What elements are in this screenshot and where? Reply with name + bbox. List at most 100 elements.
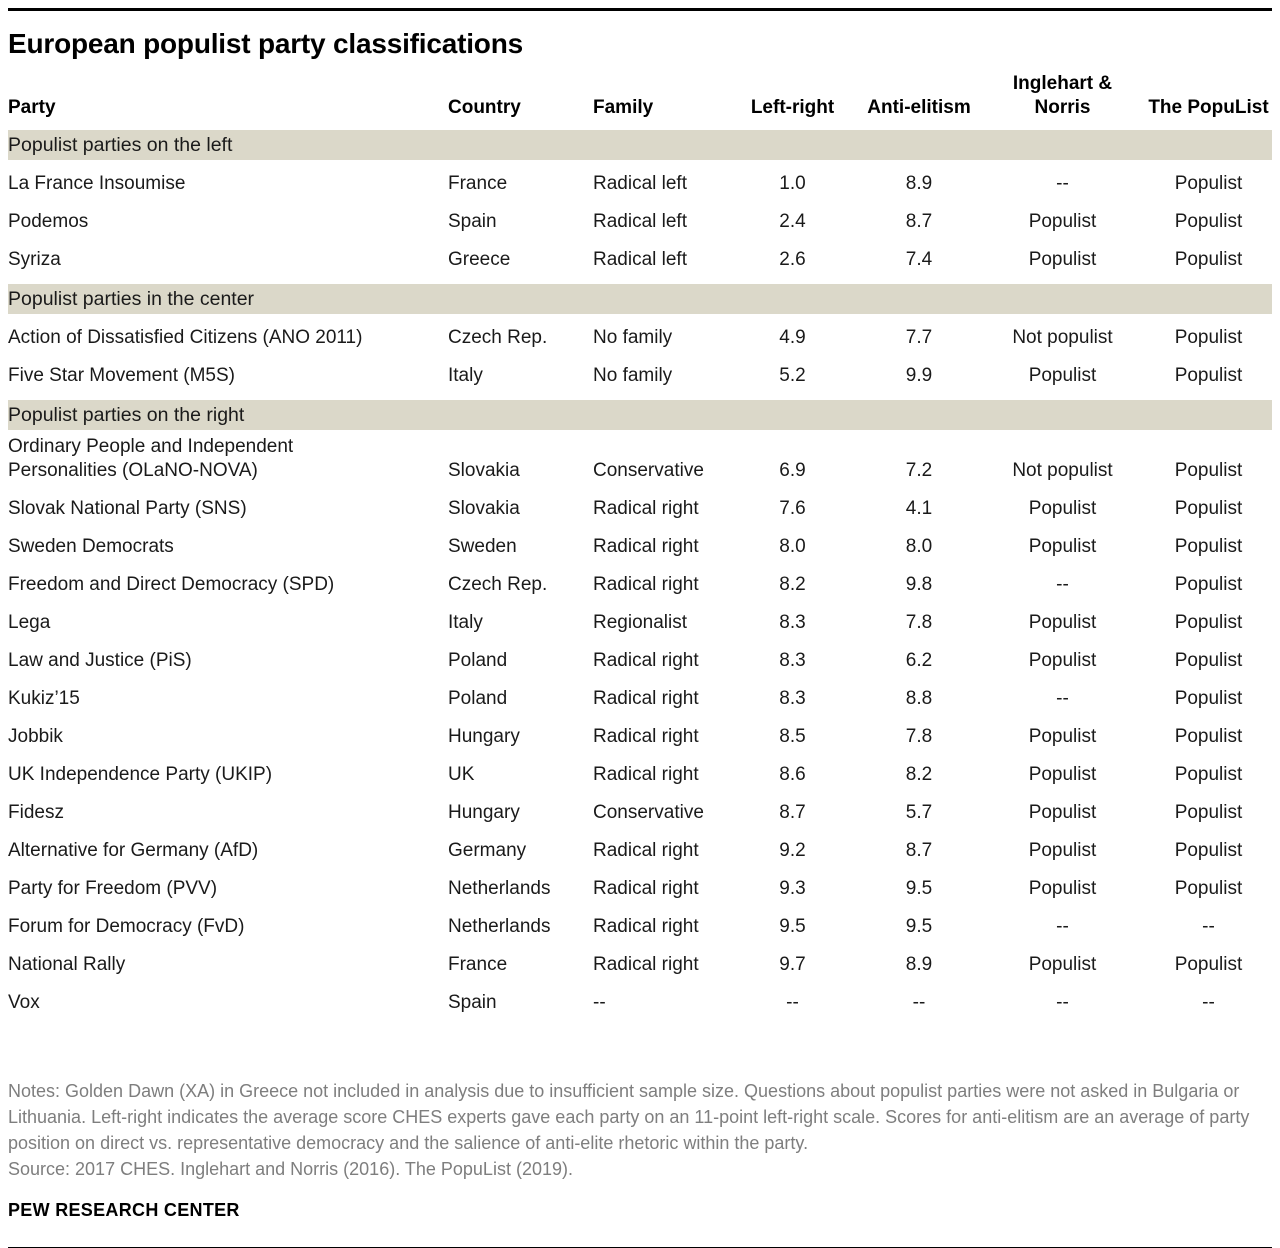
cell-anti-elitism: 7.7 (905, 327, 933, 348)
cell-party: National Rally (8, 954, 126, 975)
cell-inglehart-norris: Populist (1028, 802, 1097, 823)
section-header-row: Populist parties on the right (8, 400, 1272, 430)
cell-family: Radical right (593, 574, 699, 595)
table-row: La France Insoumise France Radical left 1.0… (8, 165, 1272, 203)
cell-left-right: 8.2 (779, 574, 806, 595)
cell-anti-elitism: 7.8 (905, 726, 933, 747)
cell-anti-elitism: 9.8 (905, 574, 933, 595)
cell-the-populist: Populist (1174, 878, 1243, 899)
cell-left-right: 8.7 (779, 802, 806, 823)
cell-left-right: 6.9 (779, 460, 806, 481)
cell-inglehart-norris: Populist (1028, 536, 1097, 557)
cell-the-populist: Populist (1174, 802, 1243, 823)
cell-inglehart-norris: -- (1056, 574, 1069, 595)
cell-family: Radical right (593, 498, 699, 519)
cell-the-populist: Populist (1174, 726, 1243, 747)
table-row: Ordinary People and Independent Personal… (8, 435, 1272, 490)
table-body: Populist parties on the left La France In… (8, 130, 1272, 1022)
cell-country: Slovakia (448, 498, 520, 519)
cell-country: Poland (448, 650, 508, 671)
cell-party: Alternative for Germany (AfD) (8, 840, 259, 861)
cell-country: Czech Rep. (448, 574, 548, 595)
cell-left-right: 7.6 (779, 498, 806, 519)
cell-family: Regionalist (593, 612, 687, 633)
cell-left-right: -- (786, 992, 799, 1013)
cell-party: Five Star Movement (M5S) (8, 365, 235, 386)
cell-inglehart-norris: Not populist (1012, 327, 1113, 348)
cell-party: Sweden Democrats (8, 536, 174, 557)
cell-inglehart-norris: -- (1056, 688, 1069, 709)
column-header-the-populist: The PopuList (1148, 97, 1269, 118)
section-header-row: Populist parties in the center (8, 284, 1272, 314)
table-row: Sweden Democrats Sweden Radical right 8.0 8.… (8, 528, 1272, 566)
cell-the-populist: Populist (1174, 612, 1243, 633)
cell-the-populist: Populist (1174, 688, 1243, 709)
cell-country: Netherlands (448, 916, 551, 937)
cell-family: Radical left (593, 173, 687, 194)
cell-left-right: 8.0 (779, 536, 806, 557)
cell-the-populist: Populist (1174, 365, 1243, 386)
cell-inglehart-norris: Populist (1028, 612, 1097, 633)
cell-party: Action of Dissatisfied Citizens (ANO 201… (8, 327, 363, 348)
cell-the-populist: Populist (1174, 498, 1243, 519)
cell-party: Slovak National Party (SNS) (8, 498, 247, 519)
cell-left-right: 2.4 (779, 211, 806, 232)
cell-family: Radical right (593, 840, 699, 861)
cell-inglehart-norris: -- (1056, 173, 1069, 194)
table-row: Law and Justice (PiS) Poland Radical right… (8, 642, 1272, 680)
cell-left-right: 8.3 (779, 650, 806, 671)
section-label: Populist parties on the left (8, 134, 233, 156)
table-row: Podemos Spain Radical left 2.4 8.7 Populist Po… (8, 203, 1272, 241)
cell-left-right: 2.6 (779, 249, 806, 270)
cell-country: Hungary (448, 802, 520, 823)
notes-text: Notes: Golden Dawn (XA) in Greece not in… (8, 1081, 1250, 1153)
cell-family: Conservative (593, 460, 704, 481)
cell-country: Slovakia (448, 460, 520, 481)
cell-party: Law and Justice (PiS) (8, 650, 192, 671)
cell-family: Radical right (593, 688, 699, 709)
column-header-family: Family (593, 97, 654, 118)
table-row: National Rally France Radical right 9.7 8.9 P… (8, 946, 1272, 984)
cell-the-populist: Populist (1174, 650, 1243, 671)
cell-the-populist: Populist (1174, 840, 1243, 861)
classification-table: Party Country Family Left-right Anti-eli… (8, 71, 1272, 1022)
cell-country: Spain (448, 992, 497, 1013)
cell-party: La France Insoumise (8, 173, 186, 194)
table-row: Alternative for Germany (AfD) Germany Radi… (8, 832, 1272, 870)
table-row: Syriza Greece Radical left 2.6 7.4 Populist Po… (8, 241, 1272, 279)
cell-left-right: 8.5 (779, 726, 806, 747)
cell-the-populist: Populist (1174, 327, 1243, 348)
cell-party: Podemos (8, 211, 89, 232)
cell-anti-elitism: 9.5 (905, 878, 933, 899)
cell-family: Radical right (593, 916, 699, 937)
cell-country: Greece (448, 249, 511, 270)
cell-country: Italy (448, 612, 483, 633)
cell-left-right: 9.5 (779, 916, 806, 937)
cell-left-right: 8.3 (779, 612, 806, 633)
cell-family: Conservative (593, 802, 704, 823)
cell-the-populist: Populist (1174, 173, 1243, 194)
cell-anti-elitism: 9.5 (905, 916, 933, 937)
section-label: Populist parties in the center (8, 288, 255, 310)
table-row: Jobbik Hungary Radical right 8.5 7.8 Populist… (8, 718, 1272, 756)
cell-inglehart-norris: Populist (1028, 249, 1097, 270)
cell-left-right: 4.9 (779, 327, 806, 348)
table-row: UK Independence Party (UKIP) UK Radical ri… (8, 756, 1272, 794)
cell-family: Radical right (593, 726, 699, 747)
cell-party: Lega (8, 612, 51, 633)
cell-left-right: 8.6 (779, 764, 806, 785)
brand: PEW RESEARCH CENTER (8, 1200, 240, 1220)
cell-anti-elitism: 6.2 (905, 650, 933, 671)
cell-left-right: 5.2 (779, 365, 806, 386)
cell-anti-elitism: 8.7 (905, 211, 933, 232)
cell-party: Freedom and Direct Democracy (SPD) (8, 574, 335, 595)
cell-left-right: 8.3 (779, 688, 806, 709)
cell-inglehart-norris: Populist (1028, 650, 1097, 671)
cell-family: No family (593, 365, 673, 386)
table-row: Action of Dissatisfied Citizens (ANO 201… (8, 319, 1272, 357)
cell-anti-elitism: 5.7 (905, 802, 933, 823)
table-row: Freedom and Direct Democracy (SPD) Czech … (8, 566, 1272, 604)
cell-inglehart-norris: Populist (1028, 498, 1097, 519)
source-text: Source: 2017 CHES. Inglehart and Norris … (8, 1159, 573, 1179)
